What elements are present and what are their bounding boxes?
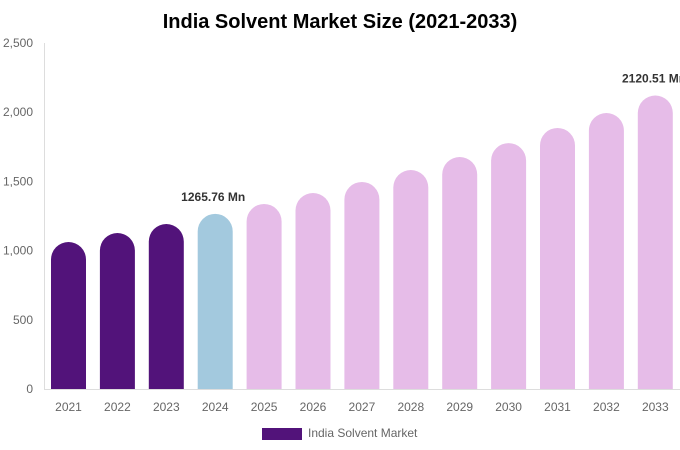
bar-2021[interactable] (51, 242, 86, 389)
y-tick-label: 0 (26, 382, 33, 396)
data-label-2033: 2120.51 Mn (622, 72, 680, 86)
bar-2027[interactable] (344, 181, 380, 389)
y-tick-label: 1,000 (3, 244, 33, 258)
legend-swatch (262, 428, 302, 440)
y-tick-label: 2,000 (3, 105, 33, 119)
y-tick-label: 1,500 (3, 174, 33, 188)
y-tick-label: 500 (13, 313, 33, 327)
bar-2024[interactable] (197, 213, 233, 389)
x-tick-label: 2022 (104, 400, 131, 414)
x-tick-label: 2023 (153, 400, 180, 414)
legend[interactable]: India Solvent Market (262, 426, 418, 440)
bar-2028[interactable] (393, 170, 429, 389)
x-tick-label: 2027 (349, 400, 376, 414)
bar-2026[interactable] (295, 193, 331, 389)
x-tick-label: 2032 (593, 400, 620, 414)
x-tick-label: 2029 (446, 400, 473, 414)
legend-label: India Solvent Market (308, 426, 418, 440)
x-tick-label: 2030 (495, 400, 522, 414)
data-label-2024: 1265.76 Mn (181, 190, 245, 204)
bar-2022[interactable] (99, 233, 135, 389)
y-tick-label: 2,500 (3, 36, 33, 50)
chart-title: India Solvent Market Size (2021-2033) (163, 11, 518, 33)
x-tick-label: 2021 (55, 400, 82, 414)
x-tick-label: 2028 (397, 400, 424, 414)
bar-2030[interactable] (491, 143, 527, 389)
x-tick-label: 2033 (642, 400, 669, 414)
x-tick-label: 2025 (251, 400, 278, 414)
x-tick-label: 2026 (300, 400, 327, 414)
bar-2033[interactable] (637, 95, 673, 389)
bar-2025[interactable] (246, 203, 282, 389)
x-tick-label: 2024 (202, 400, 229, 414)
bar-2029[interactable] (442, 157, 478, 389)
x-tick-label: 2031 (544, 400, 571, 414)
bar-2031[interactable] (540, 127, 575, 389)
bar-2032[interactable] (588, 113, 624, 389)
bar-2023[interactable] (148, 224, 184, 389)
